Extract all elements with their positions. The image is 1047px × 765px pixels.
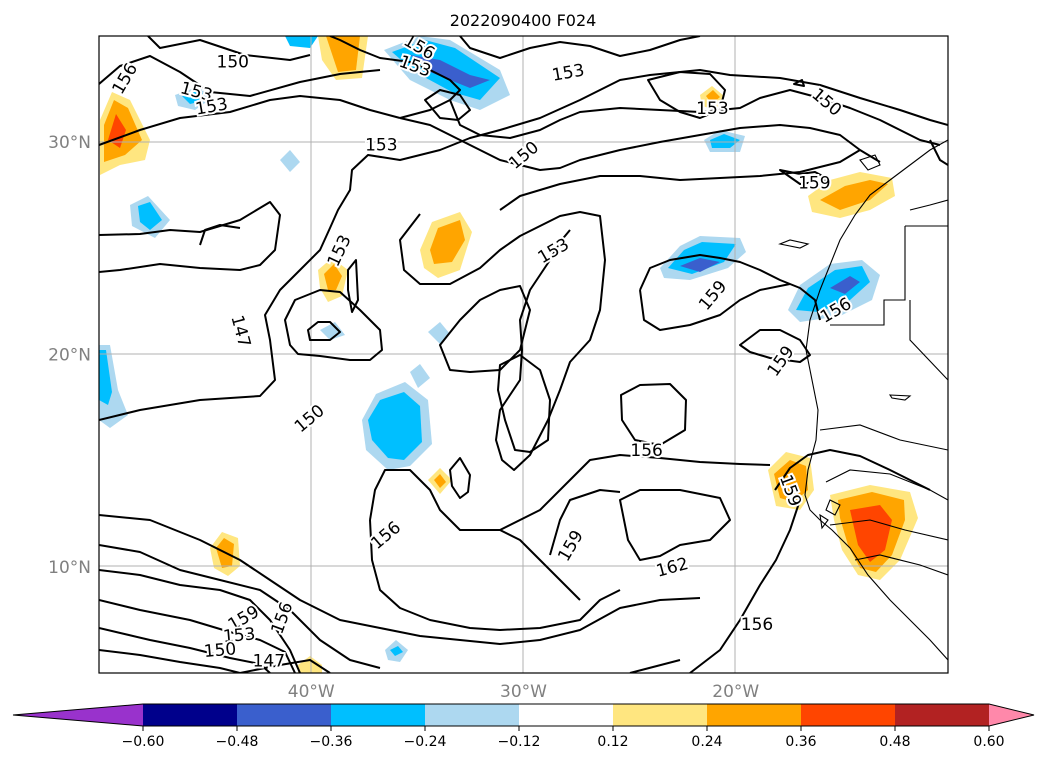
- shade-negative: [182, 90, 206, 104]
- shade-positive: [706, 90, 720, 104]
- contour-label-group: 147: [251, 649, 287, 673]
- colorbar-tick-label: −0.36: [310, 734, 353, 750]
- colorbar-extend-high: [989, 704, 1034, 726]
- colorbar-tick-label: 0.48: [879, 734, 910, 750]
- colorbar-segment: [801, 704, 896, 726]
- contour-label: 153: [222, 624, 256, 647]
- shade-negative: [710, 134, 740, 148]
- colorbar-segment: [707, 704, 802, 726]
- contour-label-group: 153: [694, 97, 730, 121]
- colorbar: −0.60 −0.48 −0.36 −0.24 −0.12 0.12 0.24 0.36 0.4…: [12, 703, 1035, 750]
- shade-positive: [298, 656, 322, 673]
- latitude-label: 30°N: [48, 133, 91, 153]
- longitude-labels: 40°W 30°W 20°W: [288, 682, 760, 702]
- longitude-label: 30°W: [500, 682, 547, 702]
- colorbar-segment: [331, 704, 426, 726]
- shade-negative: [320, 322, 345, 340]
- colorbar-segment: [519, 704, 614, 726]
- shade-positive: [324, 264, 342, 290]
- shade-negative: [280, 150, 300, 172]
- colorbar-tick-label: 0.12: [597, 734, 628, 750]
- contour-label: 156: [741, 615, 773, 635]
- colorbar-tick-label: 0.36: [785, 734, 816, 750]
- contour-label: 153: [696, 99, 728, 119]
- shade-negative: [138, 202, 162, 230]
- contour-label: 150: [216, 52, 248, 72]
- colorbar-tick-label: −0.60: [122, 734, 165, 750]
- contour-label-group: 153: [363, 133, 399, 157]
- shade-positive: [850, 505, 892, 562]
- shaded-anomalies: [99, 36, 918, 673]
- contour-label-group: 159: [796, 172, 832, 196]
- contour-label: 150: [203, 639, 237, 662]
- colorbar-segment: [895, 704, 990, 726]
- map-title: 2022090400 F024: [450, 11, 597, 30]
- contour-label: 159: [798, 174, 830, 194]
- coastlines: [778, 139, 948, 661]
- shade-negative: [830, 276, 860, 294]
- longitude-label: 40°W: [288, 682, 335, 702]
- contour-label-group: 153: [220, 622, 258, 649]
- map-frame: [98, 35, 949, 674]
- shade-negative: [410, 364, 430, 388]
- longitude-label: 20°W: [712, 682, 759, 702]
- contour-label-group: 150: [214, 50, 250, 74]
- colorbar-tick-label: 0.24: [691, 734, 722, 750]
- contour-label-group: 156: [739, 613, 775, 637]
- contour-label-group: 150: [201, 637, 239, 664]
- shade-positive: [774, 460, 808, 502]
- colorbar-segment: [613, 704, 708, 726]
- gridlines: [99, 36, 948, 673]
- height-contours: [99, 36, 948, 673]
- colorbar-segment: [237, 704, 332, 726]
- latitude-labels: 30°N 20°N 10°N: [48, 133, 91, 578]
- shade-negative: [680, 258, 720, 272]
- colorbar-segment: [425, 704, 520, 726]
- colorbar-tick-label: 0.60: [973, 734, 1004, 750]
- colorbar-tick-label: −0.48: [216, 734, 259, 750]
- shade-negative: [368, 392, 422, 460]
- contour-label: 147: [253, 651, 285, 671]
- colorbar-segment: [143, 704, 238, 726]
- colorbar-extend-low: [13, 704, 143, 726]
- shade-negative: [410, 55, 490, 88]
- shade-negative: [285, 36, 318, 48]
- contour-label: 153: [365, 135, 397, 155]
- shade-positive: [820, 180, 888, 210]
- shade-negative: [99, 350, 112, 405]
- colorbar-tick-label: −0.12: [498, 734, 541, 750]
- shade-positive: [434, 474, 446, 488]
- colorbar-tick-label: −0.24: [404, 734, 447, 750]
- contour-label: 156: [630, 441, 662, 461]
- shade-negative: [390, 646, 403, 656]
- contour-label-group: 156: [628, 439, 664, 463]
- shade-positive: [430, 220, 465, 264]
- latitude-label: 10°N: [48, 558, 91, 578]
- latitude-label: 20°N: [48, 346, 91, 366]
